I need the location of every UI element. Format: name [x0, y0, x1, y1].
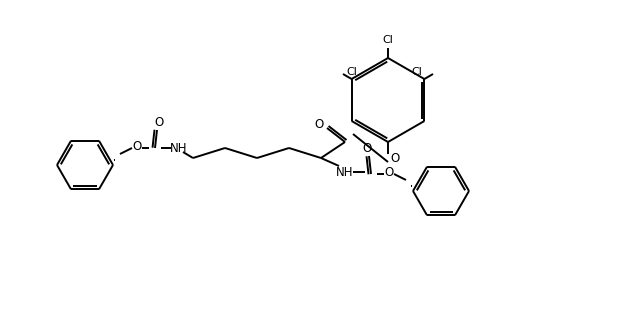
Text: NH: NH: [170, 142, 188, 154]
Text: O: O: [384, 166, 394, 180]
Text: O: O: [154, 116, 164, 129]
Text: NH: NH: [336, 165, 354, 178]
Text: O: O: [314, 117, 324, 131]
Text: Cl: Cl: [382, 35, 394, 45]
Text: O: O: [391, 151, 399, 165]
Text: O: O: [362, 143, 372, 155]
Text: Cl: Cl: [346, 67, 358, 77]
Text: Cl: Cl: [411, 67, 422, 77]
Text: O: O: [132, 140, 142, 154]
